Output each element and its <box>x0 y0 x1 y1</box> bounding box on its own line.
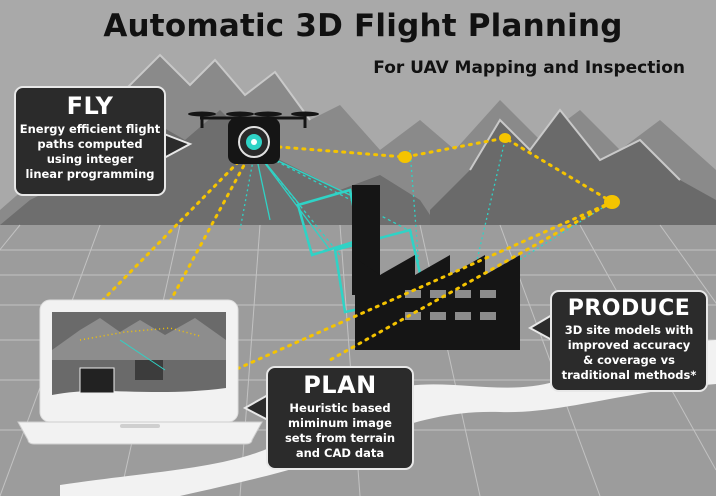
camera-frustum <box>239 139 616 314</box>
plan-description: Heuristic based miminum image sets from … <box>284 401 396 460</box>
produce-heading: PRODUCE <box>567 296 691 321</box>
factory-icon <box>352 185 520 350</box>
produce-callout: PRODUCE 3D site models with improved acc… <box>550 290 708 392</box>
drone-icon <box>188 111 319 164</box>
fly-callout: FLY Energy efficient flight paths comput… <box>14 86 166 196</box>
page-subtitle: For UAV Mapping and Inspection <box>373 58 685 78</box>
flight-path <box>96 136 614 374</box>
page-title: Automatic 3D Flight Planning <box>103 8 623 44</box>
mountain-range <box>0 53 716 240</box>
plan-heading: PLAN <box>303 371 377 399</box>
fly-heading: FLY <box>66 92 114 120</box>
produce-description: 3D site models with improved accuracy & … <box>561 323 697 382</box>
plan-callout: PLAN Heuristic based miminum image sets … <box>266 366 414 470</box>
fly-description: Energy efficient flight paths computed u… <box>19 122 161 181</box>
laptop-icon <box>17 299 263 445</box>
waypoints <box>398 133 620 209</box>
